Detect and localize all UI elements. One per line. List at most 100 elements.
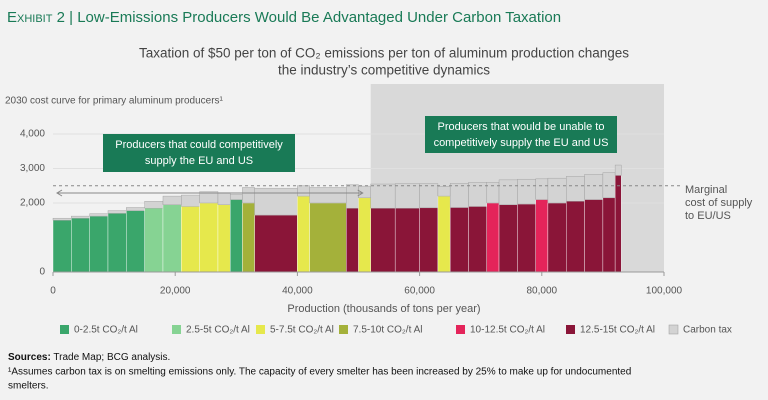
- legend-label: 7.5-10t CO₂/t Al: [353, 325, 422, 336]
- x-tick-label: 80,000: [527, 286, 558, 297]
- cost-bar: [547, 202, 567, 273]
- cost-bar: [486, 202, 500, 273]
- cost-bar: [449, 207, 469, 273]
- sources-text: Trade Map; BCG analysis.: [53, 352, 170, 363]
- y-tick-label: 3,000: [20, 163, 45, 174]
- tax-bar: [602, 172, 616, 199]
- marginal-label: Marginal: [685, 184, 727, 196]
- x-tick-label: 20,000: [160, 286, 191, 297]
- cost-bar: [126, 210, 145, 273]
- y-tick-label: 0: [39, 267, 45, 278]
- cost-bar: [566, 201, 585, 273]
- headline: Low-Emissions Producers Would Be Advanta…: [77, 9, 561, 26]
- annotation-text: competitively supply the EU and US: [434, 137, 609, 149]
- legend-swatch: [456, 325, 465, 334]
- arrow-head: [56, 189, 364, 197]
- exhibit-number: Exhibit 2: [7, 9, 65, 26]
- legend-swatch: [172, 325, 181, 334]
- plot: 0 2,000 3,000 4,000 0 20,000 40,000 60,000 80,00…: [20, 84, 753, 297]
- tax-bar: [449, 183, 469, 208]
- cost-bar: [217, 204, 231, 273]
- exhibit: Exhibit 2 | Low-Emissions Producers Woul…: [7, 9, 561, 26]
- tax-bar: [370, 183, 396, 209]
- cost-bar: [309, 202, 347, 273]
- y-label: 2030 cost curve for primary aluminum pro…: [5, 96, 224, 107]
- annotation-text: Producers that would be unable to: [438, 121, 605, 133]
- tax-bar: [71, 215, 90, 219]
- cost-bar: [162, 204, 182, 273]
- cost-bar: [419, 207, 439, 273]
- tax-bar: [126, 207, 145, 211]
- cost-bar: [242, 202, 255, 273]
- x-tick-label: 40,000: [282, 286, 313, 297]
- tax-bar: [566, 176, 585, 202]
- x-label: Production (thousands of tons per year): [287, 303, 480, 315]
- footnote: ¹Assumes carbon tax is on smelting emiss…: [8, 367, 631, 378]
- footnote: smelters.: [8, 381, 49, 392]
- tax-bar: [107, 210, 127, 214]
- cost-bar: [614, 175, 622, 273]
- tax-bar: [89, 213, 109, 217]
- legend-label: 12.5-15t CO₂/t Al: [580, 325, 655, 336]
- cost-bar: [107, 213, 127, 273]
- cost-bar: [297, 195, 310, 273]
- cost-bar: [229, 199, 243, 273]
- x-tick-label: 0: [50, 286, 56, 297]
- cost-bar: [584, 199, 604, 273]
- tax-bar: [535, 178, 549, 200]
- tax-bar: [181, 194, 200, 207]
- cost-bar: [370, 207, 396, 273]
- tax-bar: [144, 201, 164, 209]
- tax-bar: [309, 187, 347, 204]
- tax-bar: [346, 184, 359, 209]
- title: Taxation of $50 per ton of CO₂ emissions…: [139, 46, 629, 61]
- cost-bar: [394, 207, 420, 273]
- legend-swatch: [668, 324, 679, 335]
- tax-bar: [498, 179, 518, 205]
- cost-bar: [535, 199, 549, 273]
- tax-bar: [614, 164, 622, 176]
- annotation-box: [103, 134, 295, 172]
- tax-bar: [229, 194, 243, 200]
- cost-bar: [181, 206, 200, 273]
- annotation-text: supply the EU and US: [145, 155, 253, 167]
- tax-bar: [419, 183, 439, 209]
- tax-bar: [517, 178, 536, 205]
- x-tick-label: 60,000: [404, 286, 435, 297]
- tax-bar: [52, 217, 72, 221]
- cost-bar: [254, 214, 298, 273]
- cost-bar: [602, 197, 616, 273]
- tax-bar: [468, 182, 488, 207]
- marginal-label: to EU/US: [685, 210, 731, 222]
- cost-bar: [71, 217, 90, 273]
- tax-bar: [162, 195, 182, 205]
- tax-bar: [437, 186, 451, 197]
- cost-bar: [498, 204, 518, 273]
- legend-swatch: [60, 325, 69, 334]
- y-tick-label: 2,000: [20, 198, 45, 209]
- cost-bar: [468, 206, 488, 273]
- legend-label: 5-7.5t CO₂/t Al: [270, 325, 334, 336]
- cost-bar: [89, 215, 109, 273]
- cost-bar: [52, 220, 72, 273]
- cost-bar: [437, 195, 451, 273]
- legend-label: 10-12.5t CO₂/t Al: [470, 325, 545, 336]
- tax-bar: [254, 187, 298, 216]
- legend-label: 2.5-5t CO₂/t Al: [186, 325, 250, 336]
- annotation-text: Producers that could competitively: [115, 139, 283, 151]
- sources: Sources: Trade Map; BCG analysis.: [8, 352, 170, 363]
- tax-bar: [297, 185, 310, 197]
- tax-bar: [217, 192, 231, 205]
- cost-bar: [346, 207, 359, 273]
- marginal-label: cost of supply: [685, 197, 753, 209]
- tax-bar: [242, 187, 255, 204]
- legend-swatch: [566, 325, 575, 334]
- x-tick-label: 100,000: [646, 286, 683, 297]
- sources-label: Sources:: [8, 352, 51, 363]
- tax-bar: [547, 177, 567, 204]
- legend-label: 0-2.5t CO₂/t Al: [74, 325, 138, 336]
- annotation-box: [425, 116, 617, 153]
- legend-swatch: [339, 325, 348, 334]
- cost-bar: [358, 197, 371, 273]
